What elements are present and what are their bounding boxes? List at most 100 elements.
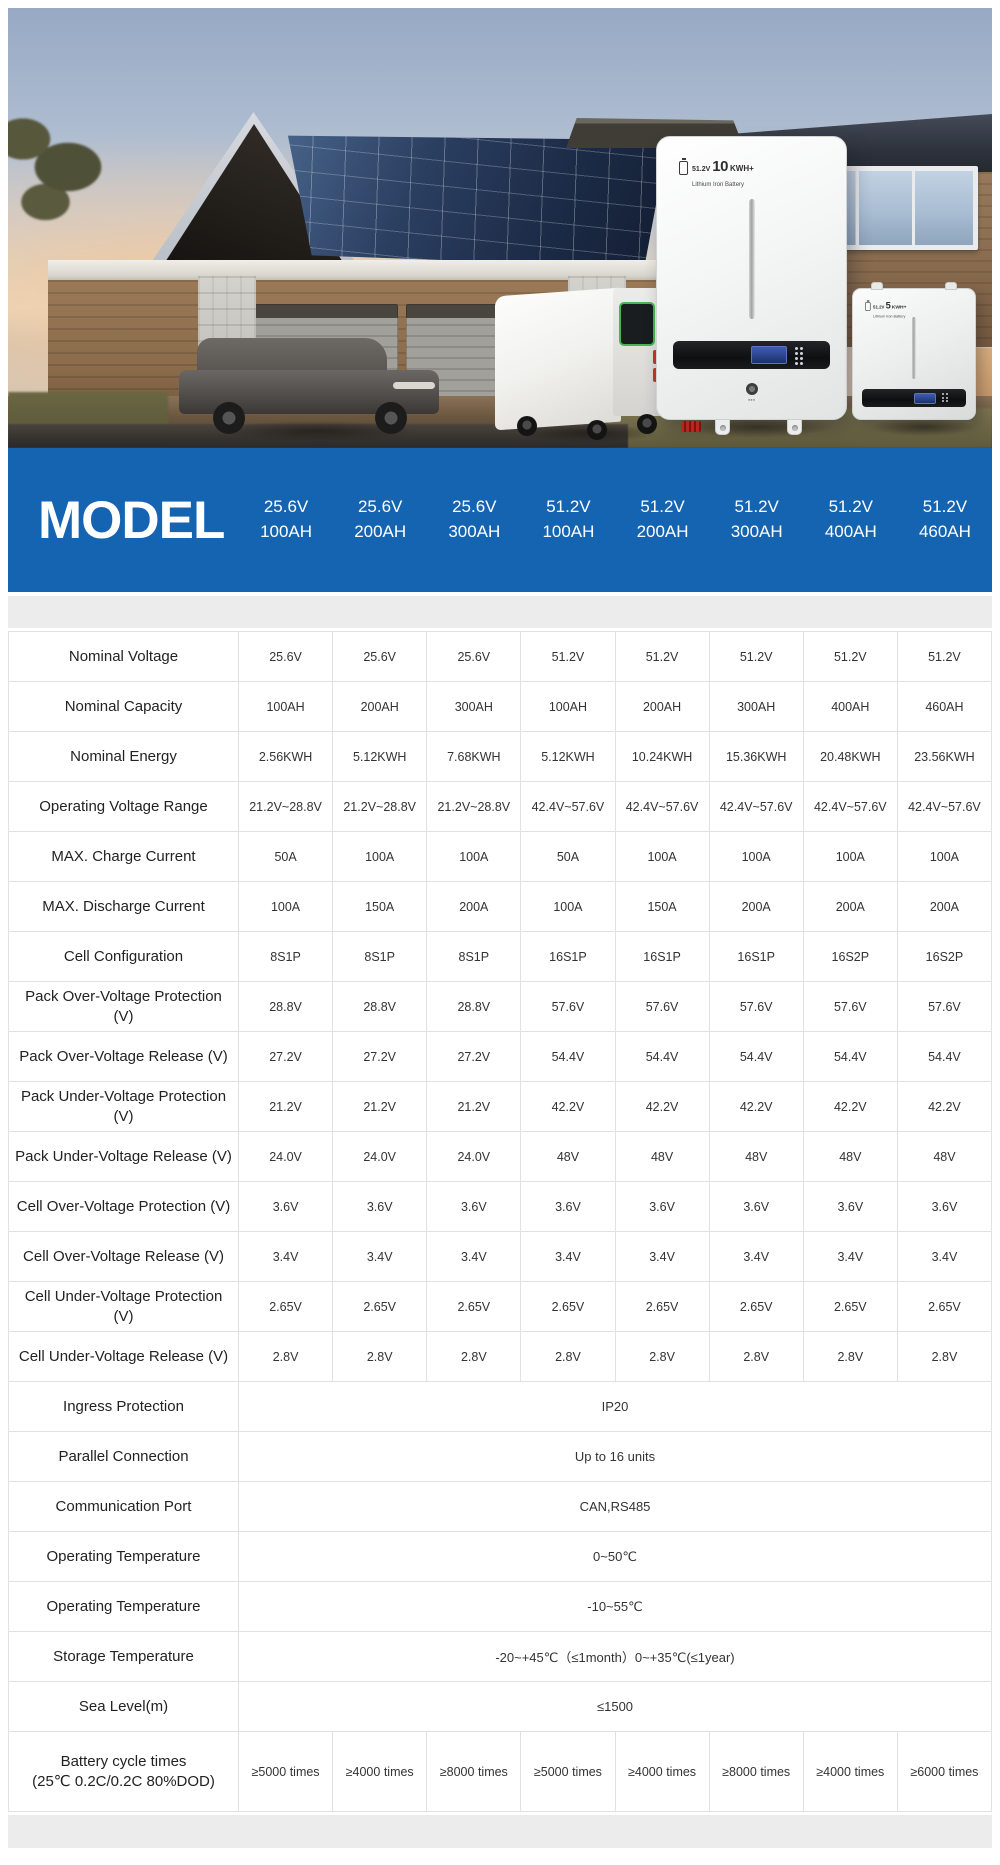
cell-value: 2.65V (427, 1282, 522, 1332)
row-label: Cell Under-Voltage Release (V) (9, 1332, 239, 1382)
cell-value: 8S1P (333, 932, 428, 982)
cell-value: 48V (709, 1132, 804, 1182)
cell-value: 2.65V (333, 1282, 428, 1332)
cell-value: 2.56KWH (239, 732, 334, 782)
cell-value: 2.65V (709, 1282, 804, 1332)
front-groove (748, 199, 755, 319)
table-row: Pack Over-Voltage Release (V) 27.2V 27.2V 2… (9, 1032, 992, 1082)
table-row: Storage Temperature -20~+45℃（≤1month）0~+3… (9, 1632, 992, 1682)
cell-value: 150A (615, 882, 710, 932)
cell-value: 28.8V (427, 982, 522, 1032)
cell-value: ≥6000 times (897, 1732, 992, 1812)
table-row: Operating Voltage Range 21.2V~28.8V 21.2V~… (9, 782, 992, 832)
cell-value: 21.2V (239, 1082, 334, 1132)
cell-value: 3.4V (521, 1232, 616, 1282)
model-column-header: 51.2V 200AH (636, 497, 689, 541)
cell-value: 54.4V (803, 1032, 898, 1082)
cell-value: 150A (333, 882, 428, 932)
cell-value: 48V (615, 1132, 710, 1182)
lcd-screen (914, 393, 936, 404)
row-label: MAX. Discharge Current (9, 882, 239, 932)
battery-cabinet-product (495, 284, 667, 440)
mounting-tab (715, 419, 730, 435)
cell-value: 2.65V (239, 1282, 334, 1332)
row-label: Operating Temperature (9, 1532, 239, 1582)
cell-value: 57.6V (521, 982, 616, 1032)
cabinet-display-screen (619, 302, 655, 346)
caster-wheel (517, 416, 537, 436)
table-row: Operating Temperature 0~50℃ (9, 1532, 992, 1582)
cell-value: 3.6V (239, 1182, 334, 1232)
row-label: Pack Over-Voltage Release (V) (9, 1032, 239, 1082)
led-indicators (795, 347, 803, 365)
cell-span-value: Up to 16 units (239, 1432, 992, 1482)
cell-value: 27.2V (427, 1032, 522, 1082)
truck-wheel (213, 402, 245, 434)
row-label: Cell Over-Voltage Release (V) (9, 1232, 239, 1282)
wall-battery-main-product: 51.2V 10 KWH+ Lithium Iron Battery ●●● (656, 136, 847, 435)
cell-value: 100A (803, 832, 898, 882)
cell-value: 50A (521, 832, 616, 882)
cell-value: 100A (427, 832, 522, 882)
cell-value: 200A (709, 882, 804, 932)
cell-value: 54.4V (521, 1032, 616, 1082)
pickup-truck (179, 338, 439, 436)
cell-value: 100AH (239, 682, 334, 732)
cell-value: 27.2V (333, 1032, 428, 1082)
cell-value: 2.8V (803, 1332, 898, 1382)
cell-span-value: -20~+45℃（≤1month）0~+35℃(≤1year) (239, 1632, 992, 1682)
cell-value: 50A (239, 832, 334, 882)
display-bar (862, 389, 966, 407)
solar-panel-roof (287, 135, 669, 268)
spec-table: Nominal Voltage 25.6V 25.6V 25.6V 51.2V 51.2V… (8, 631, 992, 1812)
label-voltage: 51.2V (873, 305, 885, 310)
row-label: Communication Port (9, 1482, 239, 1532)
cell-value: 2.65V (897, 1282, 992, 1332)
cell-value: 300AH (427, 682, 522, 732)
model-column-header: 51.2V 400AH (824, 497, 877, 541)
cell-value: 42.2V (709, 1082, 804, 1132)
cell-value: 7.68KWH (427, 732, 522, 782)
cell-value: 51.2V (615, 632, 710, 682)
cell-value: 42.4V~57.6V (803, 782, 898, 832)
cell-value: 51.2V (803, 632, 898, 682)
cell-value: 100A (709, 832, 804, 882)
row-label: Nominal Voltage (9, 632, 239, 682)
led-indicators (942, 393, 948, 402)
row-label: Storage Temperature (9, 1632, 239, 1682)
cell-value: 54.4V (615, 1032, 710, 1082)
table-row: Cell Over-Voltage Release (V) 3.4V 3.4V 3.4… (9, 1232, 992, 1282)
model-title: MODEL (38, 490, 225, 550)
cell-value: 24.0V (427, 1132, 522, 1182)
row-label: Cell Over-Voltage Protection (V) (9, 1182, 239, 1232)
row-label: Cell Under-Voltage Protection (V) (9, 1282, 239, 1332)
model-column-header: 51.2V 460AH (918, 497, 971, 541)
cell-value: 21.2V~28.8V (333, 782, 428, 832)
cell-value: 5.12KWH (333, 732, 428, 782)
cell-value: 25.6V (427, 632, 522, 682)
cell-value: ≥4000 times (803, 1732, 898, 1812)
row-label: Operating Temperature (9, 1582, 239, 1632)
cell-value: 2.65V (521, 1282, 616, 1332)
label-energy: 10 (712, 158, 728, 175)
model-column-header: 25.6V 300AH (448, 497, 501, 541)
table-row: Nominal Capacity 100AH 200AH 300AH 100AH 200A… (9, 682, 992, 732)
mounting-tab (787, 419, 802, 435)
cell-value: 21.2V~28.8V (239, 782, 334, 832)
cell-value: 3.6V (615, 1182, 710, 1232)
table-row: Nominal Energy 2.56KWH 5.12KWH 7.68KWH 5.12K… (9, 732, 992, 782)
cell-value: 51.2V (709, 632, 804, 682)
cell-value: ≥8000 times (427, 1732, 522, 1812)
cell-value: 48V (803, 1132, 898, 1182)
cell-value: 100A (521, 882, 616, 932)
brand-logo-text: ●●● (747, 397, 756, 402)
cell-value: 27.2V (239, 1032, 334, 1082)
cell-value: 21.2V (333, 1082, 428, 1132)
cell-span-value: -10~55℃ (239, 1582, 992, 1632)
cell-value: 42.4V~57.6V (709, 782, 804, 832)
cell-value: 15.36KWH (709, 732, 804, 782)
cell-value: 57.6V (709, 982, 804, 1032)
cell-value: 54.4V (897, 1032, 992, 1082)
cell-value: 57.6V (615, 982, 710, 1032)
cell-value: 25.6V (239, 632, 334, 682)
